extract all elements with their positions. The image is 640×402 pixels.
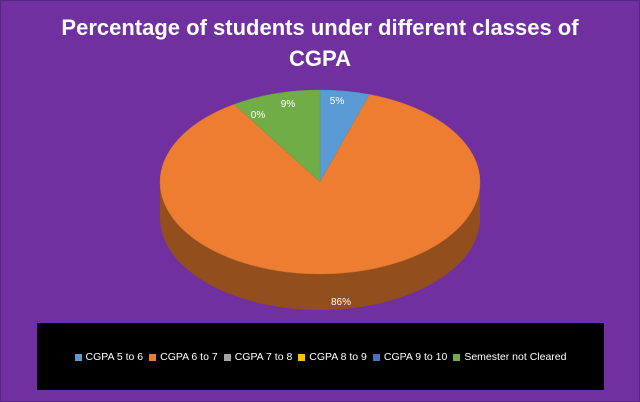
- legend-item-6: Semester not Cleared: [453, 351, 566, 363]
- legend-label-6: Semester not Cleared: [464, 351, 567, 363]
- pie-side-2: [160, 182, 480, 310]
- pie-side-walls: [160, 182, 480, 310]
- legend-item-2: CGPA 6 to 7: [149, 351, 218, 363]
- legend: CGPA 5 to 6 CGPA 6 to 7 CGPA 7 to 8 CGPA 8 …: [37, 323, 604, 390]
- legend-item-1: CGPA 5 to 6: [74, 351, 144, 363]
- legend-swatch-4: [298, 353, 306, 361]
- chart-title: Percentage of students under different c…: [0, 12, 640, 74]
- legend-label-3: CGPA 7 to 8: [234, 351, 293, 363]
- chart-title-line-1: Percentage of students under different c…: [61, 15, 579, 40]
- legend-item-3: CGPA 7 to 8: [223, 351, 293, 363]
- data-label-3: 0%: [251, 110, 266, 121]
- data-label-1: 5%: [330, 96, 345, 107]
- legend-swatch-1: [74, 353, 82, 361]
- data-label-2: 86%: [331, 297, 351, 308]
- legend-swatch-2: [149, 353, 157, 361]
- data-label-6: 9%: [281, 99, 296, 110]
- legend-item-4: CGPA 8 to 9: [298, 351, 367, 363]
- legend-label-4: CGPA 8 to 9: [309, 351, 367, 363]
- legend-label-2: CGPA 6 to 7: [160, 351, 218, 363]
- pie-slice-2: [159, 94, 481, 275]
- legend-swatch-6: [453, 353, 461, 361]
- legend-swatch-5: [372, 353, 380, 361]
- legend-items: CGPA 5 to 6 CGPA 6 to 7 CGPA 7 to 8 CGPA 8 …: [37, 349, 604, 365]
- legend-label-1: CGPA 5 to 6: [85, 351, 144, 363]
- legend-item-5: CGPA 9 to 10: [372, 351, 448, 363]
- legend-label-5: CGPA 9 to 10: [383, 351, 448, 363]
- chart-title-line-2: CGPA: [289, 46, 351, 71]
- legend-swatch-3: [223, 353, 231, 361]
- pie-slice-6: [233, 89, 321, 183]
